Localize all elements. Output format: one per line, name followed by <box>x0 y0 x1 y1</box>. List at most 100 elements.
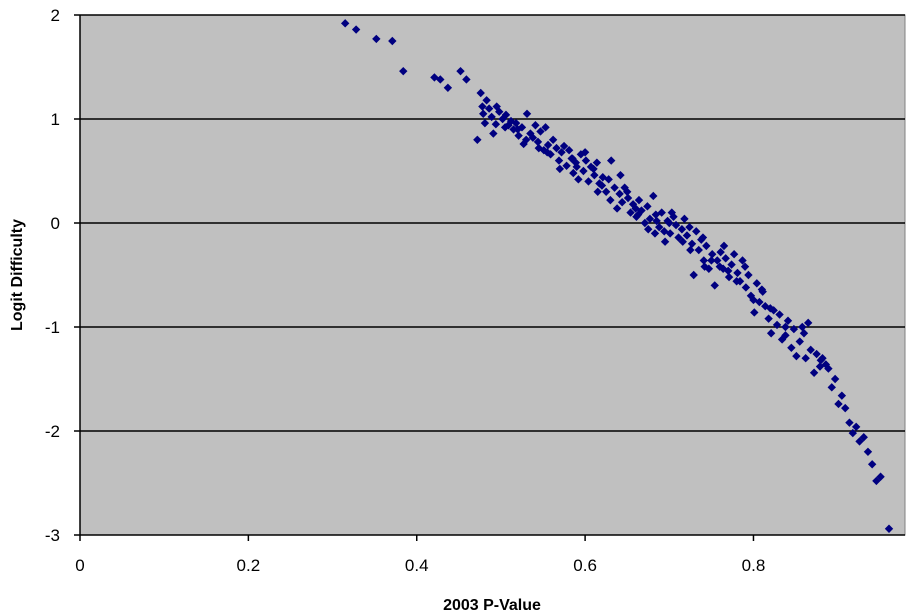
data-point <box>806 345 815 355</box>
data-point <box>702 241 711 251</box>
x-tick-label: 0.8 <box>742 556 766 575</box>
data-point <box>610 183 619 192</box>
data-point <box>789 324 799 334</box>
data-point <box>581 156 591 165</box>
data-point <box>589 164 598 174</box>
data-point <box>803 318 813 328</box>
data-point <box>718 264 728 273</box>
data-point <box>543 148 552 157</box>
data-point <box>830 374 840 384</box>
data-point <box>534 143 544 153</box>
data-point <box>528 133 538 142</box>
x-tick-label: 0.2 <box>237 556 261 575</box>
x-axis-ticks: 0 0.2 0.4 0.6 0.8 <box>75 535 765 575</box>
data-point <box>572 162 581 172</box>
data-point <box>876 472 885 481</box>
data-point <box>848 428 858 438</box>
data-point <box>586 162 596 172</box>
data-point <box>569 168 578 178</box>
data-point <box>580 148 590 157</box>
data-point <box>506 116 516 126</box>
y-tick-label: 0 <box>51 214 60 233</box>
data-point <box>649 191 658 201</box>
data-point <box>781 331 790 340</box>
data-point <box>665 229 675 238</box>
data-point <box>755 297 764 307</box>
data-point <box>766 329 776 338</box>
data-point <box>579 166 588 176</box>
data-point <box>834 399 843 409</box>
data-point <box>741 283 751 292</box>
data-point <box>623 193 633 203</box>
data-point <box>698 233 708 242</box>
data-point <box>707 256 716 265</box>
y-tick-label: -3 <box>45 526 60 545</box>
data-point <box>781 322 790 332</box>
data-point <box>480 118 490 128</box>
y-tick-label: -2 <box>45 422 60 441</box>
data-point <box>716 247 725 257</box>
data-point <box>492 102 501 111</box>
data-point <box>351 25 361 34</box>
data-point <box>660 237 670 246</box>
data-point <box>590 170 599 180</box>
data-point <box>584 177 593 186</box>
data-point <box>633 210 643 219</box>
data-point <box>634 195 644 205</box>
data-point <box>677 225 687 234</box>
data-point <box>637 206 646 215</box>
data-point <box>606 195 615 205</box>
x-tick-label: 0.4 <box>405 556 429 575</box>
data-point <box>476 88 485 98</box>
data-point <box>640 218 650 228</box>
data-point <box>533 137 543 147</box>
data-point <box>489 129 498 138</box>
data-point <box>606 156 616 165</box>
data-point <box>657 208 666 217</box>
data-point <box>597 181 607 190</box>
data-point <box>708 250 717 259</box>
data-point <box>837 391 847 400</box>
data-point <box>482 96 491 105</box>
data-point <box>568 154 577 163</box>
data-point <box>604 175 613 184</box>
data-point <box>522 109 532 118</box>
data-point <box>514 131 523 140</box>
data-point <box>601 187 611 196</box>
data-point <box>801 354 810 363</box>
data-point <box>517 123 527 132</box>
data-point <box>615 189 624 199</box>
data-point <box>491 120 501 129</box>
data-point <box>713 256 722 265</box>
data-point <box>654 222 664 232</box>
data-point <box>593 187 602 196</box>
data-point <box>660 227 669 236</box>
axes <box>79 15 905 536</box>
data-point <box>752 279 762 288</box>
data-point <box>536 127 545 136</box>
data-point <box>543 140 553 150</box>
data-point <box>501 110 511 120</box>
data-point <box>665 218 674 228</box>
data-point <box>757 285 767 294</box>
data-point <box>500 123 510 132</box>
data-point <box>764 314 773 323</box>
data-point <box>855 437 864 446</box>
data-point <box>509 125 518 134</box>
data-point <box>557 148 566 157</box>
data-point <box>541 123 550 132</box>
data-point <box>643 202 652 211</box>
data-point <box>555 164 565 174</box>
data-point <box>680 214 689 224</box>
data-point <box>746 291 756 300</box>
data-point <box>443 83 453 92</box>
data-point <box>372 34 381 44</box>
data-point <box>628 200 638 209</box>
data-point <box>685 222 694 232</box>
data-point <box>749 295 758 305</box>
data-point <box>809 368 819 377</box>
data-point <box>700 262 709 271</box>
data-point <box>689 270 698 280</box>
plot-area <box>79 14 906 536</box>
